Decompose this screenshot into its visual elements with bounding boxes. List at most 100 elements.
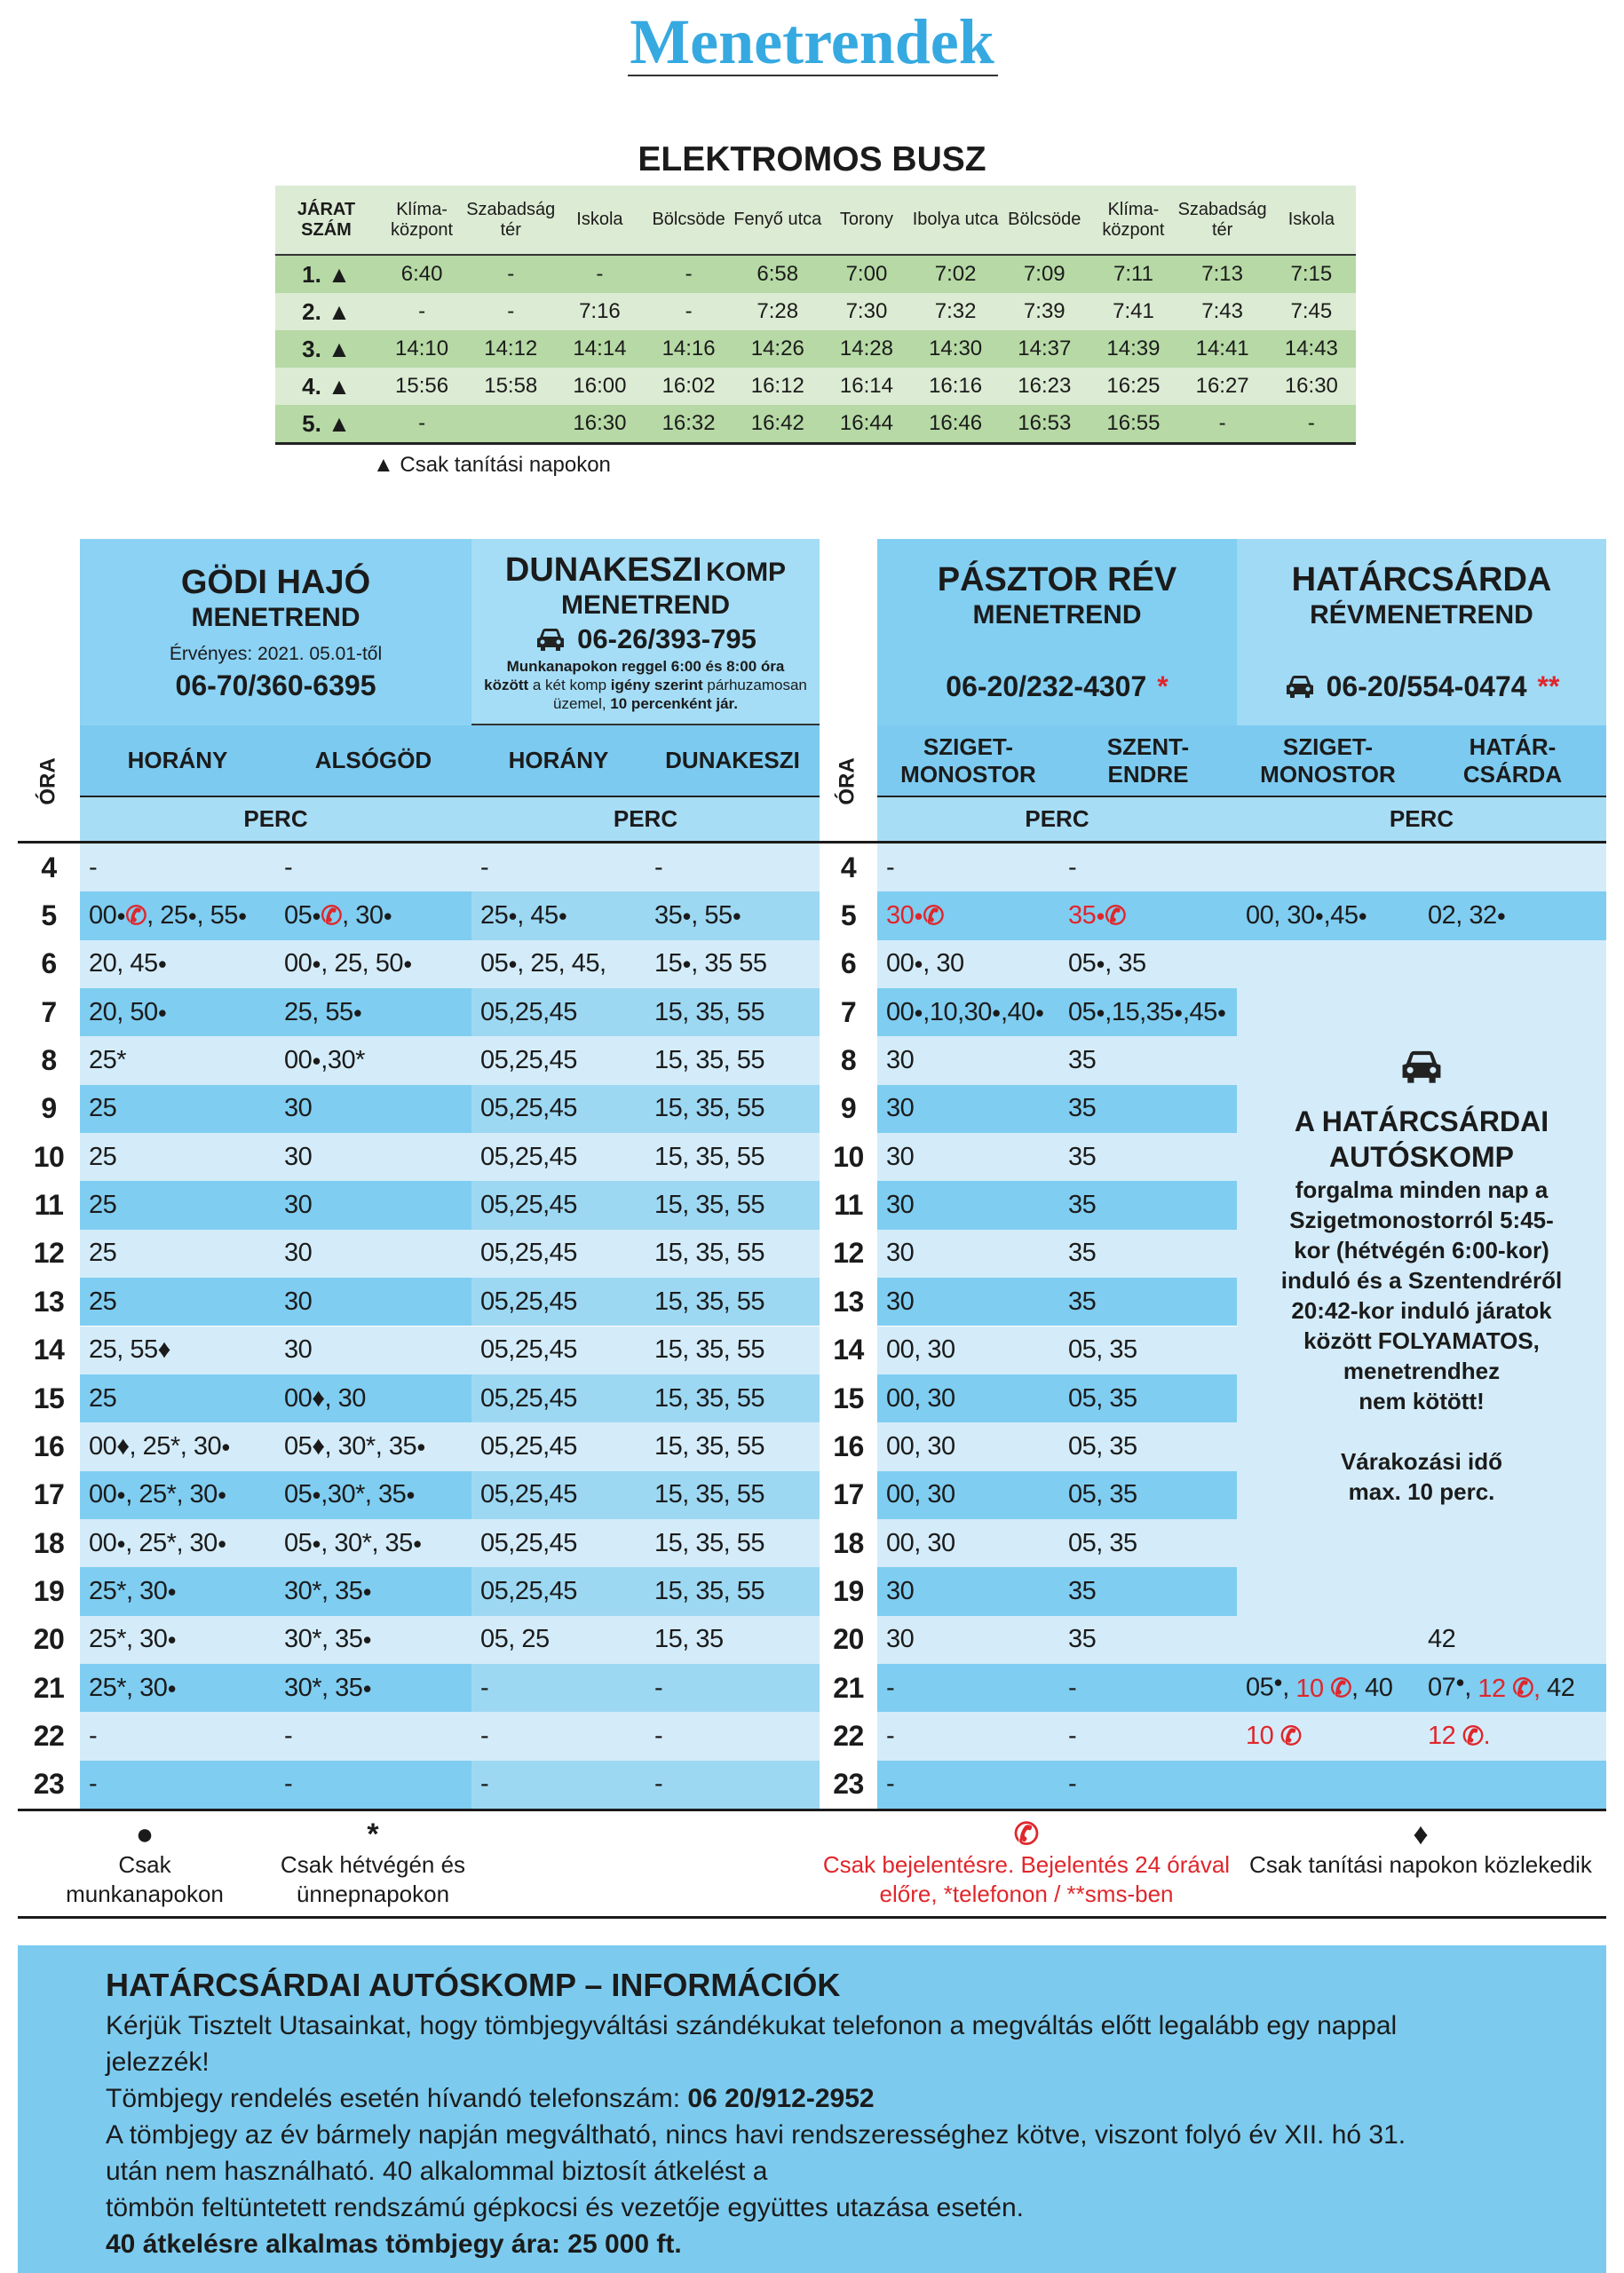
time-cell: - — [646, 843, 820, 892]
column-label: SZIGET- MONOSTOR — [877, 725, 1059, 797]
time-cell: 05,25,45 — [471, 1422, 646, 1471]
time-cell: 05, 25 — [471, 1615, 646, 1664]
bus-title: ELEKTROMOS BUSZ — [638, 140, 986, 178]
bus-cell: 16:23 — [1018, 374, 1072, 398]
time-cell: 30 — [877, 1036, 1059, 1085]
legend-text: Csak hétvégén és ünnepnapokon — [280, 1851, 466, 1907]
dot-symbol: ● — [312, 1533, 321, 1552]
bus-header-cell: Bölcsöde — [1000, 186, 1089, 256]
time-cell: 05●, 10 ✆, 40 — [1237, 1663, 1419, 1713]
time-cell: 25*, 30 ● — [80, 1567, 275, 1616]
bus-cell: 16:32 — [644, 405, 733, 445]
time-cell: 25 — [80, 1374, 275, 1423]
dot-symbol: ● — [221, 1437, 231, 1455]
hatar-info-block: A HATÁRCSÁRDAI AUTÓSKOMP forgalma minden n… — [1237, 939, 1606, 1616]
block-line: menetrendhez — [1343, 1358, 1501, 1385]
dot-symbol: ● — [217, 1533, 227, 1552]
bus-cell: 14:43 — [1284, 337, 1338, 360]
bus-cell: - — [685, 262, 693, 286]
bus-cell: 16:25 — [1106, 374, 1161, 398]
time-cell: 30 — [275, 1326, 471, 1374]
header-phone-line: 06-20/232-4307 * — [946, 669, 1168, 704]
hour-cell: 19 — [820, 1567, 877, 1616]
cell-part: , 40 — [1351, 1673, 1393, 1702]
pasztor-header: PÁSZTOR RÉV MENETREND 06-20/232-4307 * — [877, 539, 1237, 725]
bus-cell: 7:28 — [757, 299, 799, 323]
info-price: 40 átkelésre alkalmas tömbjegy ára: 25 0… — [106, 2229, 682, 2259]
column-label: DUNAKESZI — [646, 725, 820, 797]
bus-cell: 16:14 — [839, 374, 893, 398]
bus-cell: 7:11 — [1113, 262, 1153, 286]
bus-cell: - — [1266, 405, 1356, 445]
info-title: HATÁRCSÁRDAI AUTÓSKOMP – INFORMÁCIÓK — [106, 1967, 841, 2003]
time-cell: 20, 45 ● — [80, 939, 275, 989]
hour-cell: 20 — [820, 1615, 877, 1664]
time-cell: 25 — [80, 1278, 275, 1327]
hour-cell: 23 — [18, 1760, 80, 1809]
time-cell: 35 — [1059, 1036, 1237, 1085]
bus-cell: 16:27 — [1195, 374, 1249, 398]
header-phone-line: 06-20/554-0474 ** — [1284, 669, 1560, 704]
time-cell: 00, 30 ● ,45 ● — [1237, 891, 1419, 940]
header-subtitle: MENETREND — [191, 603, 360, 632]
phone-mark: ** — [1537, 670, 1560, 702]
hour-cell: 9 — [820, 1084, 877, 1134]
bus-cell: 7:32 — [934, 299, 977, 323]
time-cell — [1237, 1760, 1419, 1809]
bus-cell: 7:43 — [1201, 299, 1243, 323]
column-label: HATÁR- CSÁRDA — [1419, 725, 1606, 797]
dot-symbol: ● — [1314, 907, 1325, 925]
time-cell — [1237, 1615, 1419, 1664]
hour-cell: 16 — [820, 1422, 877, 1471]
dot-symbol: ● — [362, 1678, 372, 1697]
time-cell: 30 — [877, 1278, 1059, 1327]
time-cell: 05 ●, 35 — [1059, 939, 1237, 989]
bus-cell: 16:30 — [1284, 374, 1338, 398]
time-cell: 30 — [877, 1084, 1059, 1134]
info-body: Kérjük Tisztelt Utasainkat, hogy tömbjeg… — [106, 2008, 1606, 2262]
bus-cell: 7:00 — [845, 262, 888, 286]
legend-symbol: ✆ — [1013, 1818, 1040, 1851]
hour-cell: 18 — [18, 1518, 80, 1568]
time-cell: 25 — [80, 1084, 275, 1134]
time-cell: 05,25,45 — [471, 1133, 646, 1182]
bus-header-cell: Iskola — [555, 186, 645, 256]
time-cell: 35 — [1059, 1615, 1237, 1664]
time-cell: 25 — [80, 1133, 275, 1182]
hour-cell: 13 — [820, 1278, 877, 1327]
time-cell: 30 — [275, 1278, 471, 1327]
dot-symbol: ● — [914, 907, 923, 925]
block-line: között FOLYAMATOS, — [1303, 1327, 1540, 1355]
time-cell: 00, 30 — [877, 1326, 1059, 1374]
bus-cell: 14:10 — [395, 337, 449, 360]
hour-cell: 23 — [820, 1760, 877, 1809]
bus-cell: 14:39 — [1106, 337, 1161, 360]
column-label: SZIGET- MONOSTOR — [1237, 725, 1419, 797]
bus-cell: 16:30 — [555, 405, 645, 445]
hour-cell: 21 — [18, 1663, 80, 1713]
hour-cell: 12 — [820, 1229, 877, 1279]
time-cell: 05,25,45 — [471, 988, 646, 1037]
bus-header-cell: Szabadság tér — [466, 186, 556, 256]
dot-symbol: ● — [116, 1533, 126, 1552]
time-cell: 05 ●, 25, 45, — [471, 939, 646, 989]
legend-text: Csak munkanapokon — [66, 1851, 224, 1907]
time-cell: - — [471, 843, 646, 892]
time-cell: 25*, 30 ● — [80, 1663, 275, 1713]
time-cell: 05,25,45 — [471, 1518, 646, 1568]
time-cell: 05 ● ✆, 30 ● — [275, 891, 471, 940]
time-cell: 20, 50 ● — [80, 988, 275, 1037]
time-cell: 05,25,45 — [471, 1036, 646, 1085]
hour-cell: 5 — [18, 891, 80, 940]
dot-symbol: ● — [116, 1485, 126, 1504]
dot-symbol: ● — [312, 1051, 321, 1070]
time-cell: 15, 35, 55 — [646, 1036, 820, 1085]
time-cell: - — [646, 1712, 820, 1761]
bus-table: JÁRAT SZÁM Klíma- központ Szabadság tér Isk… — [275, 186, 1356, 445]
dot-symbol: ● — [167, 1581, 177, 1600]
dot-symbol: ● — [682, 907, 692, 925]
time-cell: 05,25,45 — [471, 1374, 646, 1423]
time-cell: 15, 35, 55 — [646, 1229, 820, 1279]
phone-symbol: ✆ — [1462, 1722, 1484, 1751]
time-cell: - — [471, 1663, 646, 1713]
